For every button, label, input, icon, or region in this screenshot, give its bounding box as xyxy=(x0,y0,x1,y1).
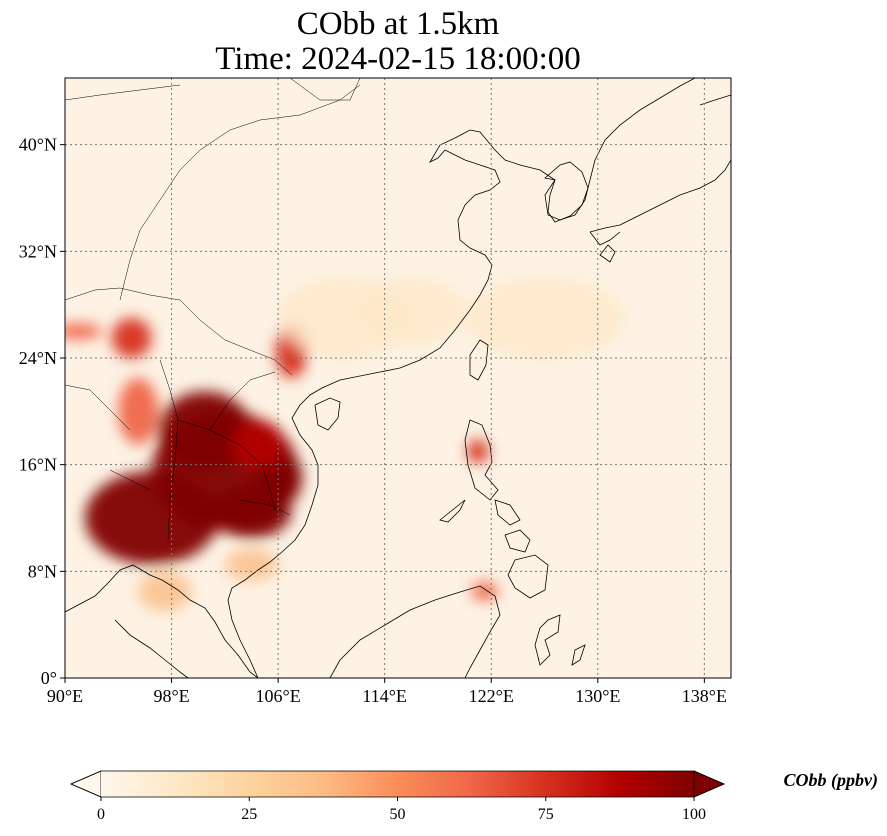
plume-9 xyxy=(65,323,103,340)
coastline-asia xyxy=(65,78,696,678)
plume-12 xyxy=(471,582,498,601)
colorbar-tick-label: 0 xyxy=(97,806,105,823)
lon-tick-label: 114°E xyxy=(362,686,407,706)
lon-tick-label: 98°E xyxy=(153,686,189,706)
map-gridlines xyxy=(65,78,731,678)
colorbar-extend-max xyxy=(693,770,726,798)
colorbar-tick-label: 25 xyxy=(241,806,257,823)
coastline-taiwan xyxy=(469,339,489,381)
plume-11 xyxy=(467,439,489,464)
coastline-borneo xyxy=(329,585,501,678)
coastlines-and-borders xyxy=(65,78,731,678)
colorbar-tick-label: 100 xyxy=(682,806,706,823)
coastline-halmahera xyxy=(571,644,586,666)
lat-tick-label: 24°N xyxy=(19,348,57,368)
map-frame xyxy=(64,77,732,679)
colorbar-extend-min xyxy=(69,770,102,798)
lat-tick-label: 0° xyxy=(41,668,57,688)
colorbar-tick-label: 50 xyxy=(390,806,406,823)
colorbar-gradient xyxy=(101,771,694,797)
colorbar: 0 25 50 75 100 CObb (ppbv) xyxy=(69,770,878,823)
lon-tick-label: 130°E xyxy=(575,686,620,706)
map-axes: 90°E 98°E 106°E 114°E 122°E 130°E 138°E 0° 8°N 16… xyxy=(19,135,727,706)
plume-8 xyxy=(111,318,152,358)
coastline-korea xyxy=(544,161,589,223)
plume-3 xyxy=(158,391,252,472)
colorbar-title: CObb (ppbv) xyxy=(784,770,878,791)
plume-14 xyxy=(224,548,279,581)
coastline-sulawesi xyxy=(534,614,561,666)
coastline-visayas xyxy=(494,499,531,553)
lon-tick-label: 138°E xyxy=(682,686,727,706)
cobb-concentration-field xyxy=(65,278,625,612)
coastline-hainan xyxy=(314,397,341,431)
coastline-luzon xyxy=(464,419,499,501)
map-title-line-1: CObb at 1.5km xyxy=(296,6,500,42)
coastline-palawan xyxy=(439,499,466,523)
lat-tick-label: 16°N xyxy=(19,455,57,475)
plume-10 xyxy=(118,378,159,445)
plume-13 xyxy=(138,571,192,612)
border-lines xyxy=(65,78,361,541)
lat-tick-label: 32°N xyxy=(19,241,57,261)
lon-tick-label: 106°E xyxy=(256,686,301,706)
plume-6 xyxy=(231,420,285,469)
plume-2 xyxy=(84,471,219,565)
coastline-japan xyxy=(589,94,731,263)
lon-tick-label: 122°E xyxy=(469,686,514,706)
lat-tick-label: 8°N xyxy=(28,561,57,581)
map-title-line-2: Time: 2024-02-15 18:00:00 xyxy=(215,41,581,77)
lon-tick-label: 90°E xyxy=(47,686,83,706)
lat-tick-label: 40°N xyxy=(19,135,57,155)
coastline-mindanao xyxy=(507,554,549,599)
colorbar-tick-label: 75 xyxy=(538,806,554,823)
coastline-sumatra xyxy=(114,619,189,678)
plume-16 xyxy=(358,278,465,345)
plume-17 xyxy=(464,278,625,358)
